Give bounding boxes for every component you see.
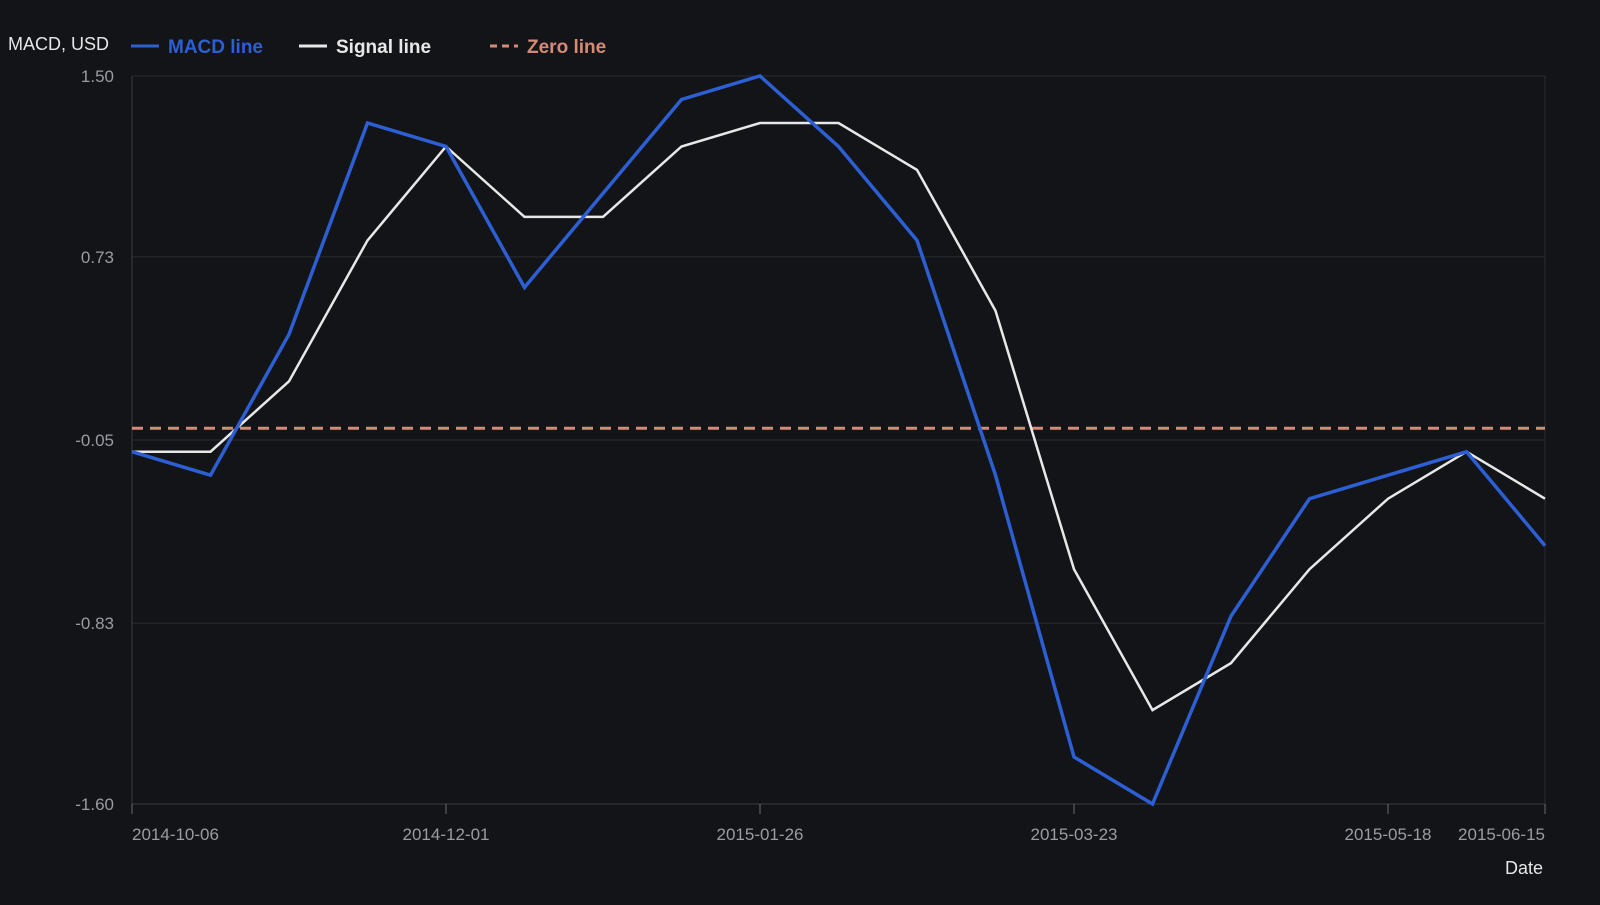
x-tick-label: 2014-10-06 — [132, 825, 219, 844]
series-lines — [131, 74, 1547, 807]
y-tick-label: -1.60 — [75, 795, 114, 814]
legend-label: MACD line — [168, 37, 263, 58]
y-tick-label: -0.83 — [75, 614, 114, 633]
x-tick-label: 2015-05-18 — [1345, 825, 1432, 844]
x-tick-label: 2015-03-23 — [1031, 825, 1118, 844]
series-line-macd-line — [131, 74, 1547, 807]
legend: MACD line Signal line Zero line — [131, 37, 606, 58]
y-tick-label: 0.73 — [81, 248, 114, 267]
y-tick-label: 1.50 — [81, 67, 114, 86]
x-axis-label: Date — [1505, 858, 1543, 878]
axes: 1.50 0.73 -0.05 -0.83 -1.60 2014-10-06 2014-12… — [75, 67, 1546, 844]
y-tick-label: -0.05 — [75, 431, 114, 450]
x-tick-label: 2014-12-01 — [403, 825, 490, 844]
series-line-signal-line — [132, 121, 1546, 712]
x-tick-label: 2015-06-15 — [1458, 825, 1545, 844]
y-axis-label: MACD, USD — [8, 34, 109, 54]
legend-label: Signal line — [336, 37, 431, 58]
x-tick-label: 2015-01-26 — [717, 825, 804, 844]
legend-label: Zero line — [527, 37, 606, 58]
